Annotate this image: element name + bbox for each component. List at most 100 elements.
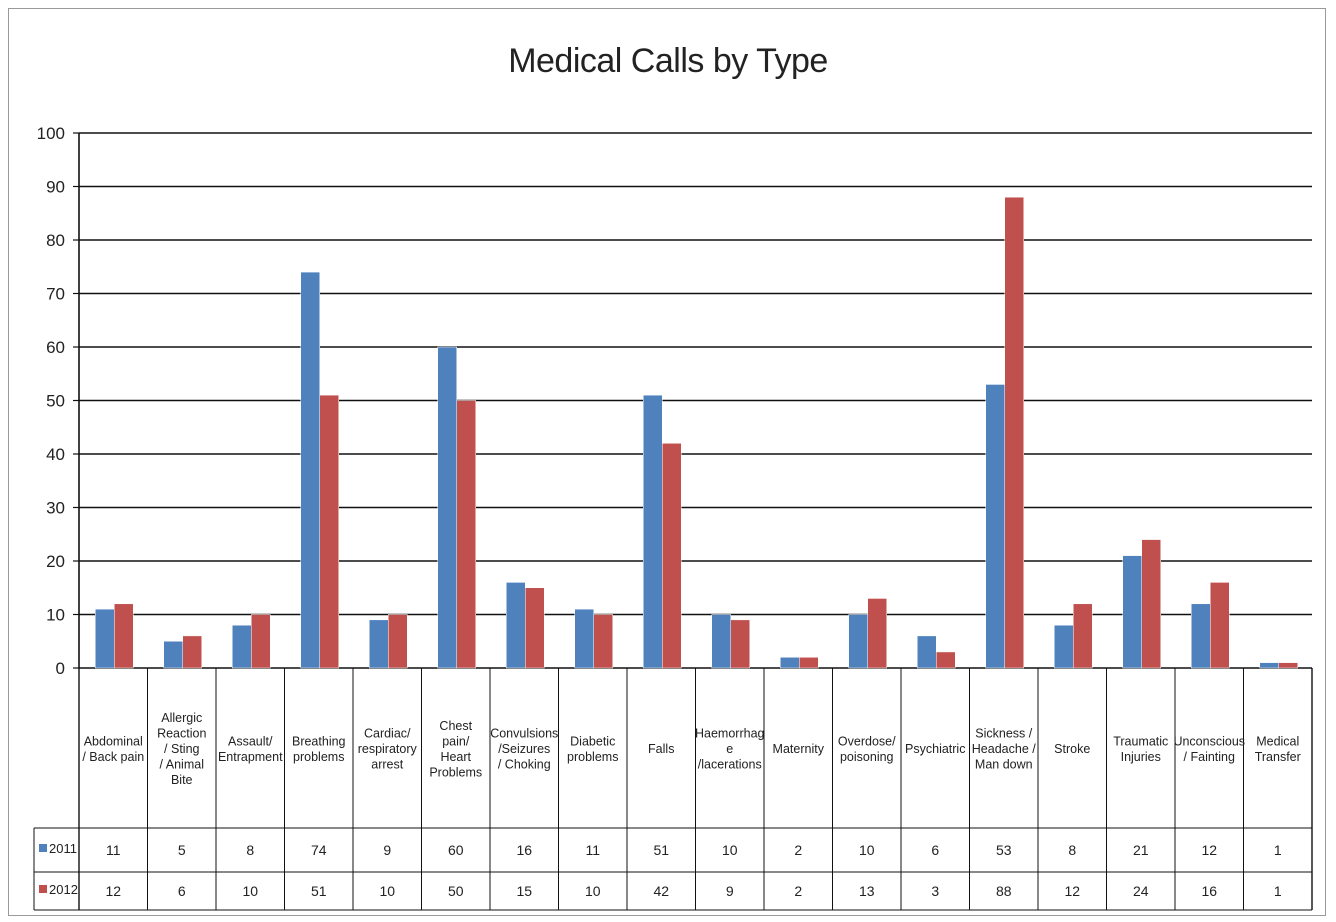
category-label: / Choking [498, 758, 551, 772]
bar-2012 [936, 651, 956, 669]
category-label: Entrapment [218, 750, 283, 764]
data-label: 10 [585, 883, 601, 899]
category-label: Maternity [773, 742, 825, 756]
data-label: 74 [311, 842, 327, 858]
bar-2012 [867, 598, 887, 669]
data-label: 6 [178, 883, 186, 899]
data-label: 24 [1133, 883, 1149, 899]
bar-2012 [1278, 662, 1298, 669]
data-label: 16 [516, 842, 532, 858]
data-label: 51 [311, 883, 327, 899]
bar-2011 [643, 394, 663, 669]
bar-2012 [1210, 582, 1230, 669]
category-label: Headache / [972, 742, 1036, 756]
category-label: Man down [975, 758, 1033, 772]
bar-2012 [388, 614, 408, 669]
bar-2012 [114, 603, 134, 669]
y-tick-label: 0 [56, 659, 65, 678]
category-label: Traumatic [1113, 734, 1168, 748]
y-tick-label: 80 [46, 231, 65, 250]
data-label: 13 [859, 883, 875, 899]
bar-2012 [662, 443, 682, 669]
data-label: 15 [516, 883, 532, 899]
bar-2011 [1191, 603, 1211, 669]
category-label: / Back pain [82, 750, 144, 764]
bar-2011 [711, 614, 731, 669]
bar-2011 [917, 635, 937, 669]
category-label: Problems [429, 765, 482, 779]
data-label: 1 [1274, 883, 1282, 899]
category-label: pain/ [442, 734, 470, 748]
category-label: / Sting [164, 742, 199, 756]
bar-2012 [525, 587, 545, 669]
category-label: Breathing [292, 734, 346, 748]
y-tick-label: 70 [46, 285, 65, 304]
data-label: 16 [1201, 883, 1217, 899]
category-label: Medical [1256, 734, 1299, 748]
data-label: 9 [726, 883, 734, 899]
chart-title: Medical Calls by Type [508, 42, 828, 80]
data-label: 8 [1068, 842, 1076, 858]
category-label: Overdose/ [838, 734, 896, 748]
data-label: 6 [931, 842, 939, 858]
category-label: Heart [440, 750, 471, 764]
category-label: problems [293, 750, 344, 764]
data-label: 2 [794, 842, 802, 858]
bar-2011 [95, 608, 115, 669]
data-label: 1 [1274, 842, 1282, 858]
bar-2012 [1141, 539, 1161, 669]
data-label: 21 [1133, 842, 1149, 858]
y-tick-label: 90 [46, 178, 65, 197]
data-label: 9 [383, 842, 391, 858]
category-label: Psychiatric [905, 742, 965, 756]
data-label: 88 [996, 883, 1012, 899]
legend-swatch-2012 [39, 885, 47, 893]
category-label: e [726, 742, 733, 756]
category-label: Haemorrhag [695, 727, 765, 741]
bar-2012 [593, 614, 613, 669]
data-label: 5 [178, 842, 186, 858]
data-label: 53 [996, 842, 1012, 858]
bar-2012 [1073, 603, 1093, 669]
category-label: Diabetic [570, 734, 615, 748]
data-label: 12 [105, 883, 121, 899]
bar-2011 [232, 624, 252, 669]
category-label: Chest [439, 719, 472, 733]
category-label: Unconscious [1173, 734, 1245, 748]
category-label: Reaction [157, 727, 206, 741]
category-label: Cardiac/ [364, 727, 411, 741]
bar-2012 [182, 635, 202, 669]
chart-frame [8, 8, 1326, 916]
category-label: /lacerations [698, 758, 762, 772]
category-label: arrest [371, 758, 403, 772]
category-label: respiratory [358, 742, 418, 756]
data-label: 10 [242, 883, 258, 899]
bar-2012 [1004, 196, 1024, 669]
bar-2011 [1054, 624, 1074, 669]
bar-2011 [369, 619, 389, 669]
data-label: 10 [859, 842, 875, 858]
bar-2012 [799, 657, 819, 669]
data-label: 10 [379, 883, 395, 899]
category-label: poisoning [840, 750, 894, 764]
data-label: 10 [722, 842, 738, 858]
bar-2012 [319, 394, 339, 669]
category-label: /Seizures [498, 742, 550, 756]
y-tick-label: 10 [46, 606, 65, 625]
bar-2011 [300, 271, 320, 669]
category-label: Assault/ [228, 734, 273, 748]
category-label: problems [567, 750, 618, 764]
data-label: 3 [931, 883, 939, 899]
data-label: 60 [448, 842, 464, 858]
bar-2011 [1259, 662, 1279, 669]
data-label: 42 [653, 883, 669, 899]
bar-2011 [574, 608, 594, 669]
category-label: / Fainting [1184, 750, 1235, 764]
data-label: 2 [794, 883, 802, 899]
category-label: Transfer [1255, 750, 1301, 764]
data-label: 12 [1064, 883, 1080, 899]
category-label: Convulsions [490, 727, 558, 741]
bar-2011 [437, 346, 457, 669]
data-label: 8 [246, 842, 254, 858]
y-tick-label: 50 [46, 392, 65, 411]
